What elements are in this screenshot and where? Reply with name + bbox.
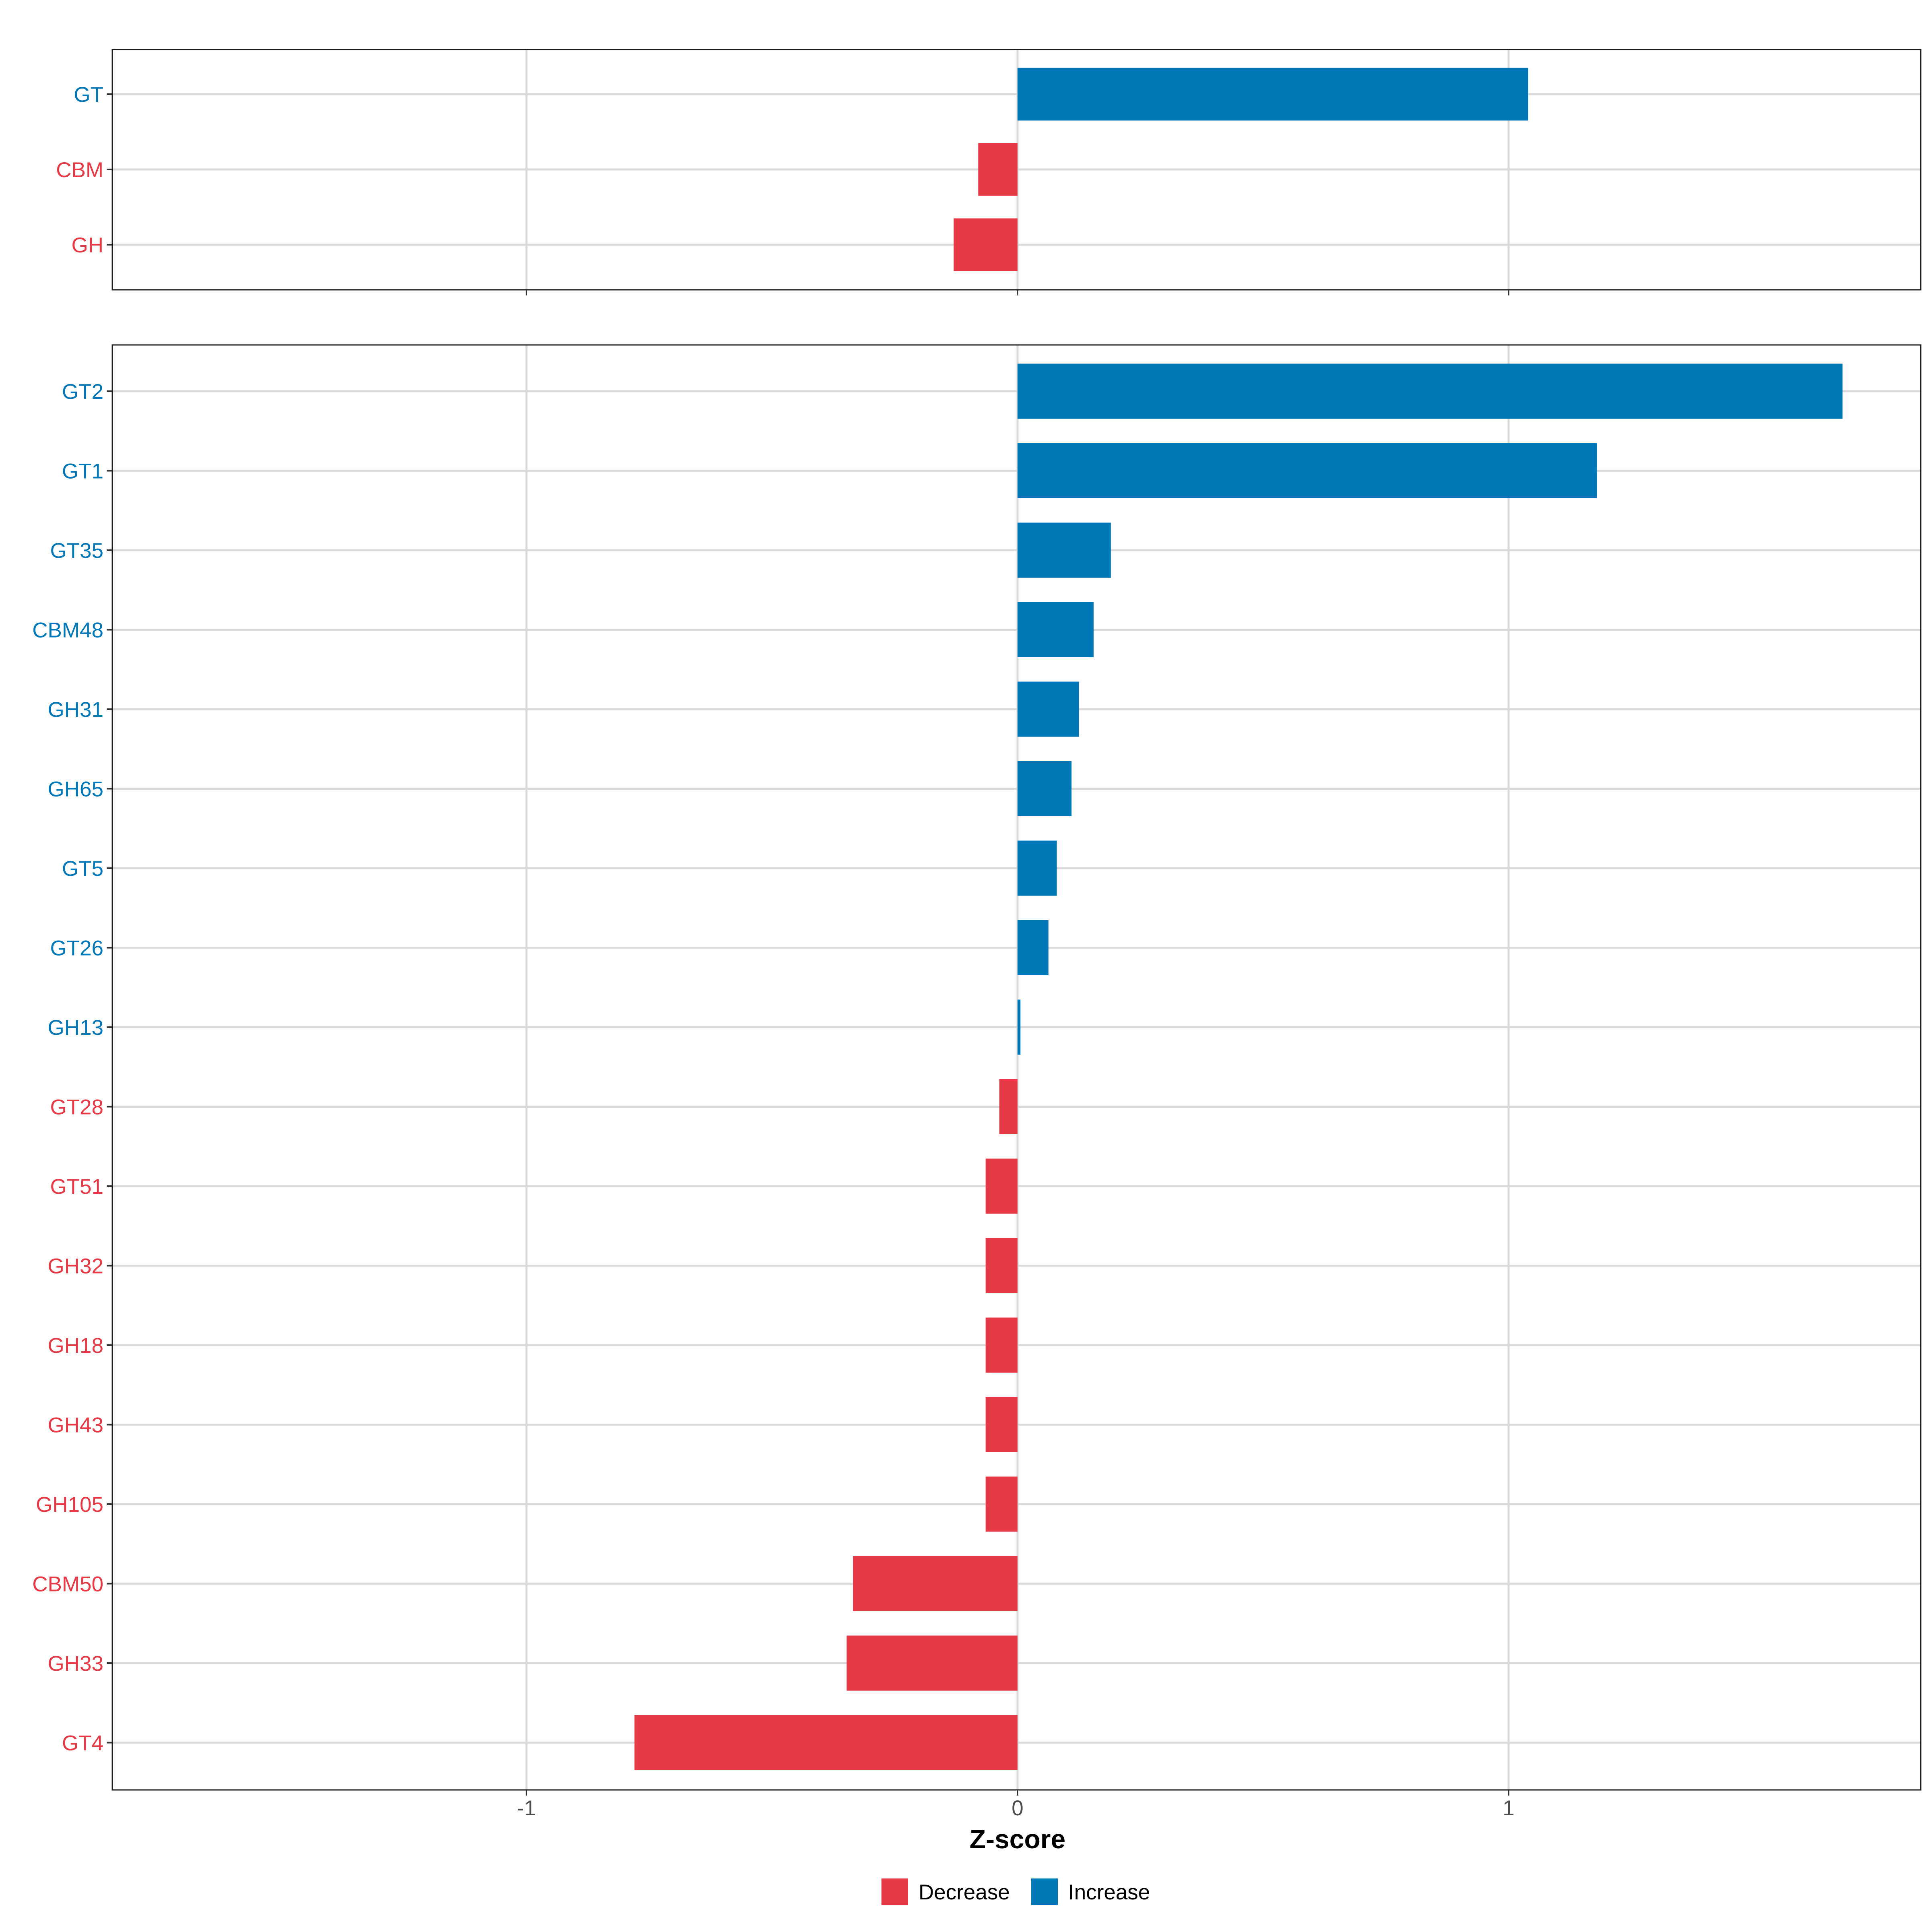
- y-tick-label-gt2: GT2: [62, 380, 103, 404]
- y-tick-label-gh18: GH18: [48, 1334, 103, 1358]
- family-panel: GT2 GT1 GT35 CBM48 GH31 GH65 GT5 GT26 GH13 GT28 GT…: [32, 344, 1922, 1796]
- bar-gt26: [1018, 920, 1049, 975]
- class-panel: GT CBM GH: [56, 49, 1922, 295]
- y-tick-label-gh13: GH13: [48, 1016, 103, 1040]
- bar-gt1: [1018, 443, 1597, 498]
- bar-cbm: [978, 143, 1018, 196]
- y-tick-label-cbm48: CBM48: [32, 619, 103, 642]
- legend-swatch-increase: [1031, 1878, 1058, 1905]
- y-tick-label-gh105: GH105: [36, 1493, 103, 1517]
- y-tick-label-gt4: GT4: [62, 1732, 103, 1755]
- bar-gt5: [1018, 840, 1057, 896]
- x-tick-label: 1: [1503, 1796, 1514, 1820]
- bar-gh65: [1018, 761, 1072, 816]
- panel-border: [111, 344, 1922, 1791]
- bar-gt: [1018, 68, 1528, 121]
- legend-swatch-decrease: [881, 1878, 908, 1905]
- bar-gt51: [985, 1158, 1018, 1214]
- x-tick-label: -1: [517, 1796, 536, 1820]
- y-tick-label-gh33: GH33: [48, 1652, 103, 1676]
- x-tick-label: 0: [1011, 1796, 1023, 1820]
- x-axis-title: Z-score: [970, 1824, 1065, 1854]
- bar-gt28: [999, 1079, 1018, 1134]
- bar-gh33: [846, 1635, 1018, 1691]
- y-tick-label-gh65: GH65: [48, 778, 103, 801]
- y-tick-label-gh43: GH43: [48, 1414, 103, 1437]
- bar-gt4: [634, 1715, 1018, 1770]
- bar-gt2: [1018, 363, 1843, 419]
- panels-group: GT CBM GH GT2 GT1 GT35 CBM48 GH31 GH65 GT5 GT26 GH1…: [32, 49, 1922, 1796]
- bar-gh32: [985, 1238, 1018, 1293]
- y-tick-label-gh32: GH32: [48, 1255, 103, 1278]
- y-tick-label-cbm: CBM: [56, 158, 103, 182]
- bar-gt35: [1018, 522, 1111, 578]
- bar-gh13: [1018, 999, 1021, 1055]
- y-tick-label-gt26: GT26: [50, 937, 103, 960]
- bar-gh18: [985, 1317, 1018, 1373]
- bar-cbm50: [853, 1556, 1018, 1611]
- bar-gh31: [1018, 681, 1079, 737]
- legend-label-increase: Increase: [1068, 1880, 1150, 1904]
- x-axis: -1 0 1: [517, 1796, 1514, 1820]
- bar-gh105: [985, 1476, 1018, 1532]
- legend: Decrease Increase: [881, 1878, 1150, 1905]
- y-tick-label-gt28: GT28: [50, 1096, 103, 1119]
- y-tick-label-gt1: GT1: [62, 460, 103, 483]
- y-tick-label-gt51: GT51: [50, 1175, 103, 1199]
- bar-gh: [954, 218, 1018, 271]
- y-tick-label-gh: GH: [72, 233, 104, 257]
- y-tick-label-gt35: GT35: [50, 539, 103, 563]
- legend-label-decrease: Decrease: [919, 1880, 1010, 1904]
- y-tick-label-gt: GT: [74, 83, 103, 107]
- y-tick-label-cbm50: CBM50: [32, 1573, 103, 1596]
- y-tick-label-gh31: GH31: [48, 698, 103, 722]
- bar-cbm48: [1018, 602, 1094, 657]
- bar-gh43: [985, 1397, 1018, 1452]
- y-tick-label-gt5: GT5: [62, 857, 103, 881]
